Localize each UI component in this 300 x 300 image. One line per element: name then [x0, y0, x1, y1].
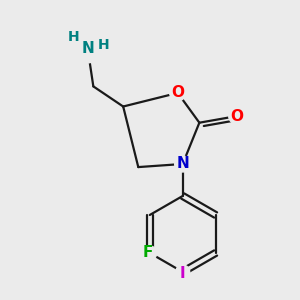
Circle shape	[74, 35, 102, 63]
Circle shape	[170, 85, 186, 101]
Text: O: O	[230, 109, 243, 124]
Text: H: H	[98, 38, 109, 52]
Text: H: H	[68, 30, 80, 44]
Text: F: F	[142, 245, 153, 260]
Circle shape	[176, 265, 190, 279]
Circle shape	[229, 108, 245, 124]
Circle shape	[67, 30, 81, 44]
Circle shape	[97, 38, 111, 52]
Text: N: N	[176, 157, 189, 172]
Circle shape	[175, 156, 191, 172]
Circle shape	[76, 37, 100, 61]
Circle shape	[78, 39, 98, 59]
Text: O: O	[171, 85, 184, 100]
Circle shape	[96, 37, 112, 53]
Circle shape	[66, 29, 82, 45]
Text: N: N	[81, 41, 94, 56]
Text: I: I	[180, 266, 185, 281]
Circle shape	[143, 246, 157, 260]
